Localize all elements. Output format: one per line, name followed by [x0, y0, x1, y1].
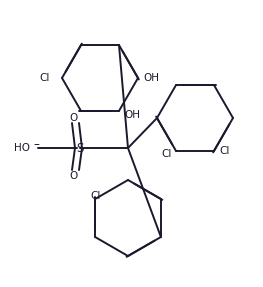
Text: Cl: Cl: [219, 146, 229, 156]
Text: Cl: Cl: [90, 191, 100, 201]
Text: OH: OH: [124, 110, 140, 120]
Text: OH: OH: [143, 73, 159, 83]
Text: O: O: [69, 171, 77, 181]
Text: S: S: [76, 141, 84, 154]
Text: O: O: [69, 113, 77, 123]
Text: –: –: [33, 139, 39, 152]
Text: Cl: Cl: [162, 149, 172, 159]
Text: HO: HO: [14, 143, 30, 153]
Text: Cl: Cl: [40, 73, 50, 83]
